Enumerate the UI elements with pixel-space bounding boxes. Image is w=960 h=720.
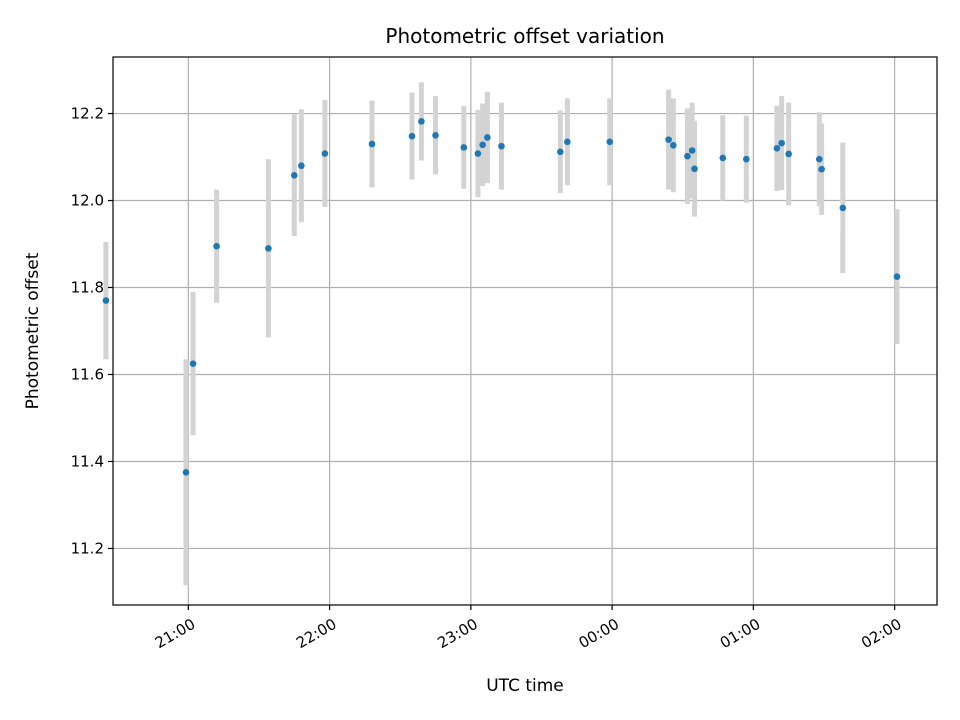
data-point	[418, 118, 425, 125]
data-point	[102, 297, 110, 304]
plot-frame	[112, 56, 938, 606]
data-point	[719, 154, 727, 162]
data-point	[818, 165, 825, 173]
data-point	[189, 360, 197, 367]
data-point	[665, 136, 672, 143]
data-point	[606, 138, 614, 146]
y-tick-label: 12.0	[71, 192, 104, 210]
y-tick-label: 11.8	[71, 279, 104, 297]
data-point	[815, 155, 823, 163]
chart-title: Photometric offset variation	[385, 24, 664, 48]
data-point	[498, 142, 505, 150]
y-tick-label: 12.2	[71, 105, 104, 123]
data-point	[785, 150, 792, 158]
data-point	[265, 245, 272, 252]
data-point	[743, 155, 750, 163]
data-point	[408, 132, 416, 140]
y-tick-label: 11.4	[71, 452, 104, 470]
data-point	[432, 131, 439, 139]
data-point	[368, 140, 376, 148]
data-point	[460, 144, 468, 151]
data-point	[479, 141, 486, 149]
data-point	[213, 242, 220, 250]
data-point	[691, 165, 698, 173]
data-point	[778, 139, 785, 147]
data-point	[688, 147, 696, 154]
data-point	[298, 162, 305, 170]
data-point	[321, 150, 329, 157]
x-axis-label: UTC time	[486, 676, 564, 696]
data-point	[182, 469, 190, 476]
data-point	[474, 150, 482, 157]
data-point	[773, 145, 781, 152]
data-points	[102, 118, 901, 476]
y-axis-label: Photometric offset	[23, 252, 43, 409]
data-point	[557, 148, 564, 156]
y-axis: 11.2 11.4 11.6 11.8 12.0 12.2	[71, 105, 113, 557]
y-tick-label: 11.2	[71, 539, 104, 557]
data-point	[290, 171, 298, 179]
data-point	[670, 141, 677, 149]
data-point	[684, 152, 691, 160]
data-point	[839, 204, 847, 212]
data-point	[484, 134, 491, 141]
data-point	[893, 273, 901, 280]
y-tick-label: 11.6	[71, 365, 104, 383]
data-point	[564, 138, 571, 146]
